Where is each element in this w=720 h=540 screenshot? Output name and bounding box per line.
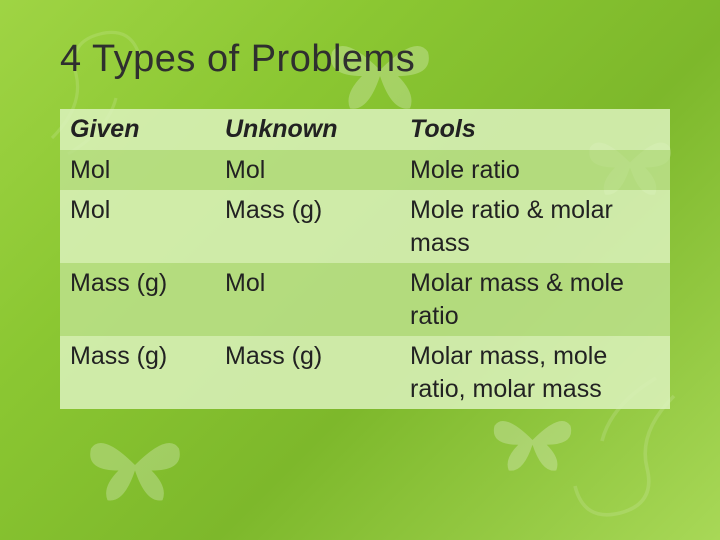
cell-unknown: Mass (g) — [215, 336, 400, 409]
header-unknown: Unknown — [215, 109, 400, 150]
cell-tools: Mole ratio — [400, 150, 670, 191]
table-header-row: Given Unknown Tools — [60, 109, 670, 150]
cell-tools: Molar mass, mole ratio, molar mass — [400, 336, 670, 409]
cell-unknown: Mol — [215, 150, 400, 191]
header-given: Given — [60, 109, 215, 150]
cell-given: Mass (g) — [60, 263, 215, 336]
problems-table: Given Unknown Tools Mol Mol Mole ratio M… — [60, 109, 670, 409]
table-row: Mol Mol Mole ratio — [60, 150, 670, 191]
cell-unknown: Mol — [215, 263, 400, 336]
table-row: Mol Mass (g) Mole ratio & molar mass — [60, 190, 670, 263]
cell-tools: Molar mass & mole ratio — [400, 263, 670, 336]
cell-tools: Mole ratio & molar mass — [400, 190, 670, 263]
slide-title: 4 Types of Problems — [60, 38, 670, 81]
slide-container: 4 Types of Problems Given Unknown Tools … — [0, 0, 720, 540]
cell-given: Mol — [60, 190, 215, 263]
cell-unknown: Mass (g) — [215, 190, 400, 263]
cell-given: Mol — [60, 150, 215, 191]
cell-given: Mass (g) — [60, 336, 215, 409]
header-tools: Tools — [400, 109, 670, 150]
table-row: Mass (g) Mass (g) Molar mass, mole ratio… — [60, 336, 670, 409]
table-row: Mass (g) Mol Molar mass & mole ratio — [60, 263, 670, 336]
